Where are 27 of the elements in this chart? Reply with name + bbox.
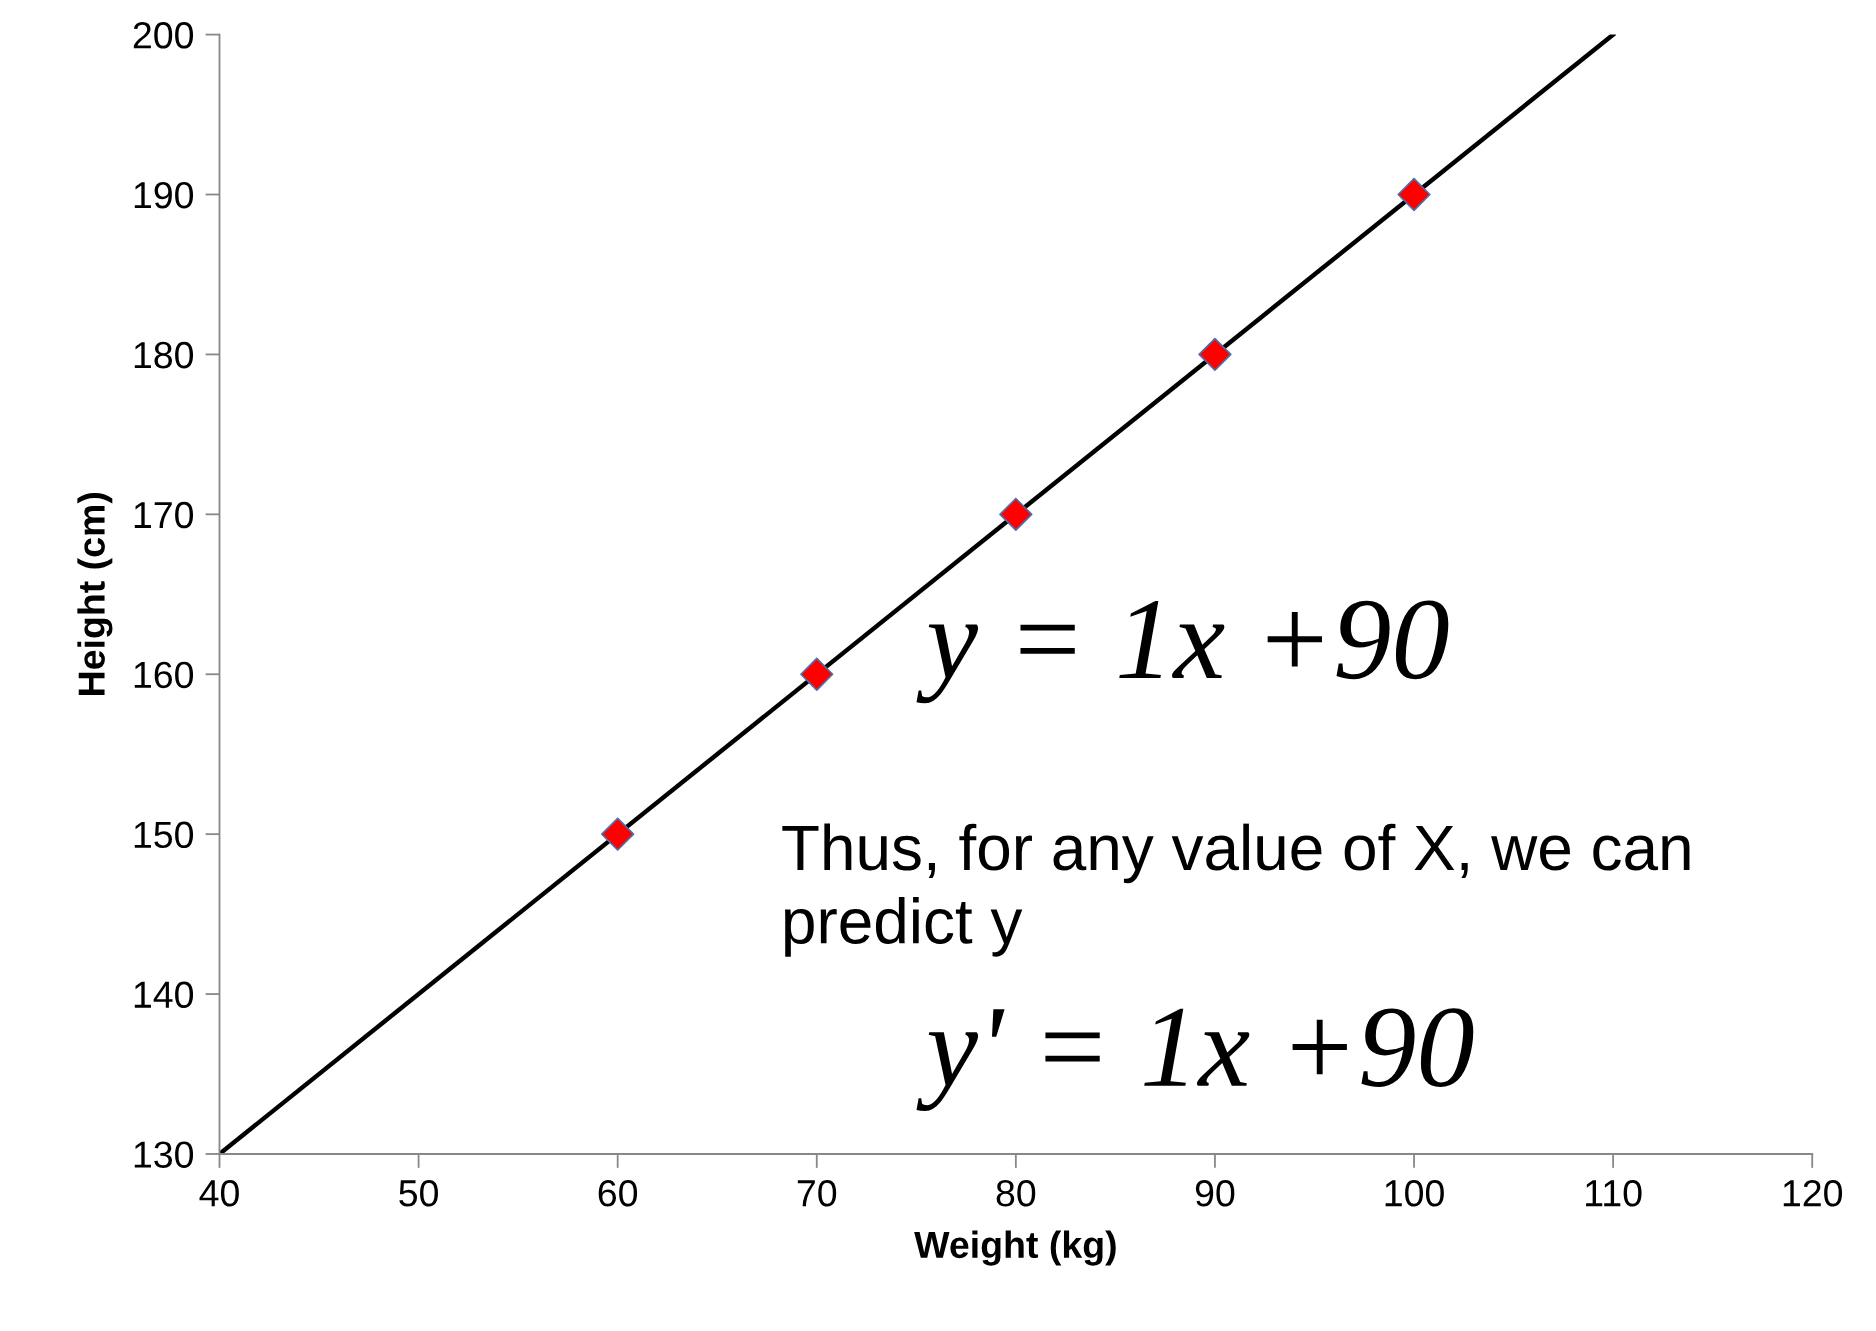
y-tick-label: 150 — [134, 821, 194, 849]
point — [800, 657, 834, 691]
annotation: Thus, for any value of X, we can predict y — [782, 823, 1690, 957]
x-tick-label: 60 — [598, 1179, 638, 1207]
point — [601, 817, 635, 851]
x-tick-label: 70 — [797, 1179, 837, 1207]
y-axis-title: Height (cm) — [77, 493, 113, 695]
y-tick-label: 180 — [134, 341, 194, 369]
y-tick-label: 140 — [134, 981, 194, 1009]
x-tick-label: 120 — [1783, 1179, 1843, 1207]
x-tick-label: 110 — [1586, 1179, 1642, 1207]
x-tick-label: 90 — [1195, 1179, 1235, 1207]
x-tick-label: 100 — [1385, 1179, 1444, 1207]
y-tick-label: 170 — [134, 501, 194, 529]
x-tick-label: 50 — [399, 1179, 438, 1207]
point — [1198, 337, 1232, 372]
annotation: y = 1x +90 — [916, 600, 1449, 704]
x-tick-label: 40 — [199, 1179, 239, 1207]
annotation: y' = 1x +90 — [916, 1008, 1474, 1111]
point — [1397, 177, 1431, 212]
x-axis-title: Weight (kg) — [914, 1230, 1116, 1266]
y-tick-label: 190 — [134, 181, 194, 209]
y-tick-label: 160 — [134, 661, 194, 689]
point — [999, 497, 1033, 532]
x-tick-label: 80 — [996, 1179, 1036, 1207]
y-tick-label: 200 — [133, 22, 194, 49]
y-tick-label: 130 — [134, 1141, 194, 1168]
